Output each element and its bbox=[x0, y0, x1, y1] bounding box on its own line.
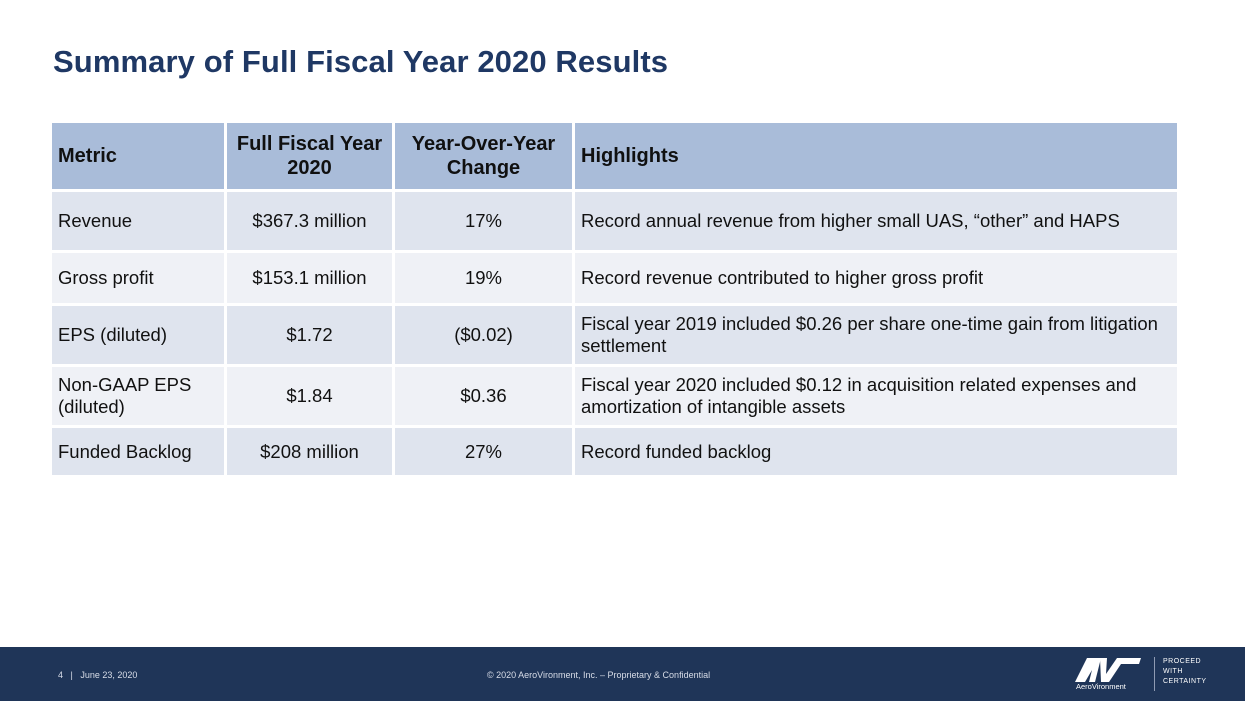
metric-cell: Non-GAAP EPS (diluted) bbox=[52, 367, 227, 428]
footer-page-info: 4 | June 23, 2020 bbox=[58, 670, 137, 680]
footer-date: June 23, 2020 bbox=[80, 670, 138, 680]
slide-footer: 4 | June 23, 2020 © 2020 AeroVironment, … bbox=[0, 647, 1245, 701]
highlight-cell: Fiscal year 2019 included $0.26 per shar… bbox=[575, 306, 1177, 367]
highlight-cell: Record annual revenue from higher small … bbox=[575, 192, 1177, 253]
metric-cell: EPS (diluted) bbox=[52, 306, 227, 367]
value-cell: $1.72 bbox=[227, 306, 395, 367]
logo-divider bbox=[1154, 657, 1155, 691]
change-cell: $0.36 bbox=[395, 367, 575, 428]
table-row: Funded Backlog $208 million 27% Record f… bbox=[52, 428, 1177, 478]
highlight-cell: Record revenue contributed to higher gro… bbox=[575, 253, 1177, 306]
table-row: Gross profit $153.1 million 19% Record r… bbox=[52, 253, 1177, 306]
highlight-cell: Fiscal year 2020 included $0.12 in acqui… bbox=[575, 367, 1177, 428]
highlight-cell: Record funded backlog bbox=[575, 428, 1177, 478]
change-cell: 19% bbox=[395, 253, 575, 306]
table-header-row: Metric Full Fiscal Year 2020 Year-Over-Y… bbox=[52, 123, 1177, 192]
footer-separator: | bbox=[70, 670, 73, 680]
header-highlights: Highlights bbox=[575, 123, 1177, 192]
table-row: Non-GAAP EPS (diluted) $1.84 $0.36 Fisca… bbox=[52, 367, 1177, 428]
metric-cell: Gross profit bbox=[52, 253, 227, 306]
value-cell: $208 million bbox=[227, 428, 395, 478]
change-cell: 17% bbox=[395, 192, 575, 253]
tagline-line: CERTAINTY bbox=[1163, 678, 1207, 685]
results-table: Metric Full Fiscal Year 2020 Year-Over-Y… bbox=[52, 123, 1177, 478]
logo-tagline: PROCEED WITH CERTAINTY bbox=[1163, 657, 1207, 687]
logo-wordmark: AeroVironment bbox=[1076, 682, 1126, 691]
tagline-line: PROCEED bbox=[1163, 658, 1202, 665]
aerovironment-av-logo-icon bbox=[1075, 658, 1141, 682]
value-cell: $1.84 bbox=[227, 367, 395, 428]
metric-cell: Funded Backlog bbox=[52, 428, 227, 478]
page-number: 4 bbox=[58, 670, 64, 680]
change-cell: ($0.02) bbox=[395, 306, 575, 367]
change-cell: 27% bbox=[395, 428, 575, 478]
header-full-fiscal-year: Full Fiscal Year 2020 bbox=[227, 123, 395, 192]
slide-title: Summary of Full Fiscal Year 2020 Results bbox=[53, 44, 669, 79]
table-row: Revenue $367.3 million 17% Record annual… bbox=[52, 192, 1177, 253]
value-cell: $367.3 million bbox=[227, 192, 395, 253]
header-year-over-year: Year-Over-Year Change bbox=[395, 123, 575, 192]
tagline-line: WITH bbox=[1163, 668, 1183, 675]
value-cell: $153.1 million bbox=[227, 253, 395, 306]
table-row: EPS (diluted) $1.72 ($0.02) Fiscal year … bbox=[52, 306, 1177, 367]
header-metric: Metric bbox=[52, 123, 227, 192]
metric-cell: Revenue bbox=[52, 192, 227, 253]
footer-copyright: © 2020 AeroVironment, Inc. – Proprietary… bbox=[487, 670, 711, 680]
